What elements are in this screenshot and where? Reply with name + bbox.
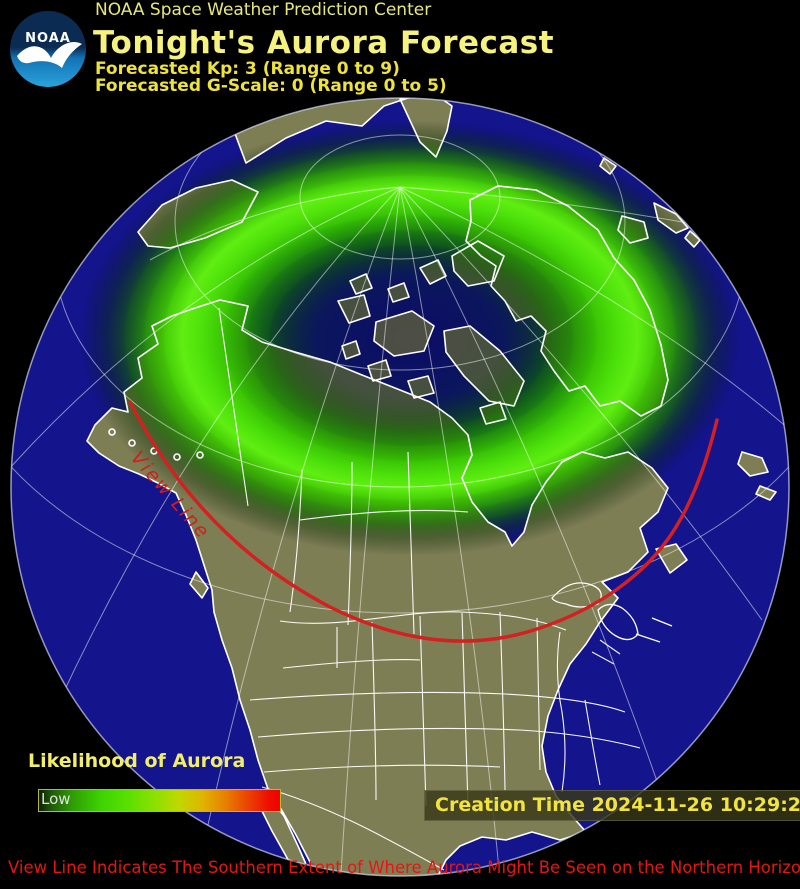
border-us-mexico [261,786,445,871]
legend-low-label: Low [41,790,71,808]
legend-title: Likelihood of Aurora [28,750,246,772]
gscale-forecast: Forecasted G-Scale: 0 (Range 0 to 5) [95,76,447,96]
seagull-icon [17,41,82,68]
globe-limb [10,97,790,877]
logo-text: NOAA [25,31,71,46]
border-alaska-canada [218,307,249,507]
footer-caption: View Line Indicates The Southern Extent … [8,858,800,878]
aurora-oval [11,98,789,780]
legend-gradient-bar [38,789,281,812]
view-line [128,400,719,643]
noaa-logo: NOAA [10,11,86,87]
state-borders [218,307,641,871]
great-lakes [551,582,673,643]
creation-time-badge: Creation Time 2024-11-26 10:29:20 [424,790,800,821]
kp-forecast: Forecasted Kp: 3 (Range 0 to 9) [95,59,400,79]
page-title: Tonight's Aurora Forecast [93,25,555,61]
agency-name: NOAA Space Weather Prediction Center [95,0,432,20]
